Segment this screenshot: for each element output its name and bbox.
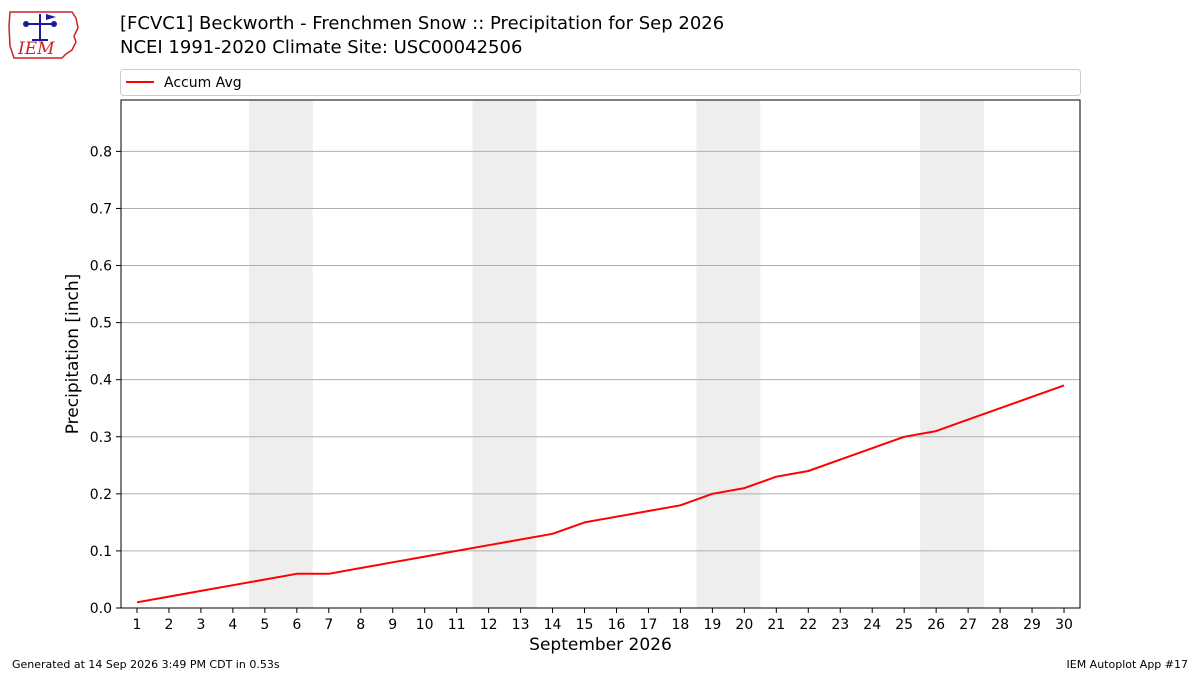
x-tick-label: 28 (991, 617, 1009, 633)
iem-logo: IEM (8, 11, 79, 59)
legend-label: Accum Avg (164, 75, 242, 91)
y-tick-label: 0.5 (90, 316, 112, 332)
x-tick-label: 10 (416, 617, 434, 633)
x-axis-label: September 2026 (529, 635, 672, 655)
x-tick-label: 26 (927, 617, 945, 633)
x-tick-label: 24 (863, 617, 881, 633)
plot-frame (120, 99, 1081, 609)
legend: Accum Avg (120, 69, 1081, 96)
chart-title: [FCVC1] Beckworth - Frenchmen Snow :: Pr… (120, 13, 725, 34)
legend-box (120, 69, 1081, 96)
weekend-band (248, 100, 313, 608)
x-tick-label: 30 (1055, 617, 1073, 633)
series-line-accum-avg (136, 384, 1065, 604)
x-tick-label: 16 (608, 617, 626, 633)
weekend-band (920, 100, 985, 608)
y-axis-label: Precipitation [inch] (63, 274, 83, 435)
x-tick-label: 13 (512, 617, 530, 633)
x-tick-label: 14 (544, 617, 562, 633)
y-tick-label: 0.3 (90, 430, 112, 446)
x-tick-label: 18 (672, 617, 690, 633)
x-tick-label: 22 (799, 617, 817, 633)
logo-text: IEM (17, 39, 55, 59)
iowa-outline-icon (8, 11, 79, 59)
x-tick-label: 20 (735, 617, 753, 633)
y-tick-label: 0.1 (90, 544, 112, 560)
x-tick-label: 3 (196, 617, 205, 633)
y-tick-label: 0.8 (90, 144, 112, 160)
x-tick-label: 19 (703, 617, 721, 633)
x-tick-label: 1 (133, 617, 142, 633)
x-tick-label: 12 (480, 617, 498, 633)
x-tick-label: 4 (228, 617, 237, 633)
y-tick-label: 0.6 (90, 259, 112, 275)
x-tick-label: 6 (292, 617, 301, 633)
y-tick-label: 0.0 (90, 601, 112, 617)
x-tick-label: 9 (388, 617, 397, 633)
weather-station-icon (23, 14, 57, 41)
x-tick-label: 27 (959, 617, 977, 633)
weekend-band (472, 100, 537, 608)
y-tick-label: 0.7 (90, 201, 112, 217)
x-tick-label: 23 (831, 617, 849, 633)
x-tick-label: 5 (260, 617, 269, 633)
chart-subtitle: NCEI 1991-2020 Climate Site: USC00042506 (120, 37, 523, 58)
x-tick-label: 2 (164, 617, 173, 633)
x-tick-label: 11 (448, 617, 466, 633)
generated-timestamp: Generated at 14 Sep 2026 3:49 PM CDT in … (12, 658, 280, 671)
x-tick-label: 15 (576, 617, 594, 633)
app-credit: IEM Autoplot App #17 (1066, 658, 1189, 671)
x-tick-label: 7 (324, 617, 333, 633)
x-tick-label: 25 (895, 617, 913, 633)
x-tick-label: 17 (640, 617, 658, 633)
weekend-band (696, 100, 761, 608)
x-tick-label: 8 (356, 617, 365, 633)
y-tick-label: 0.2 (90, 487, 112, 503)
y-tick-label: 0.4 (90, 373, 112, 389)
x-tick-label: 21 (767, 617, 785, 633)
x-tick-label: 29 (1023, 617, 1041, 633)
